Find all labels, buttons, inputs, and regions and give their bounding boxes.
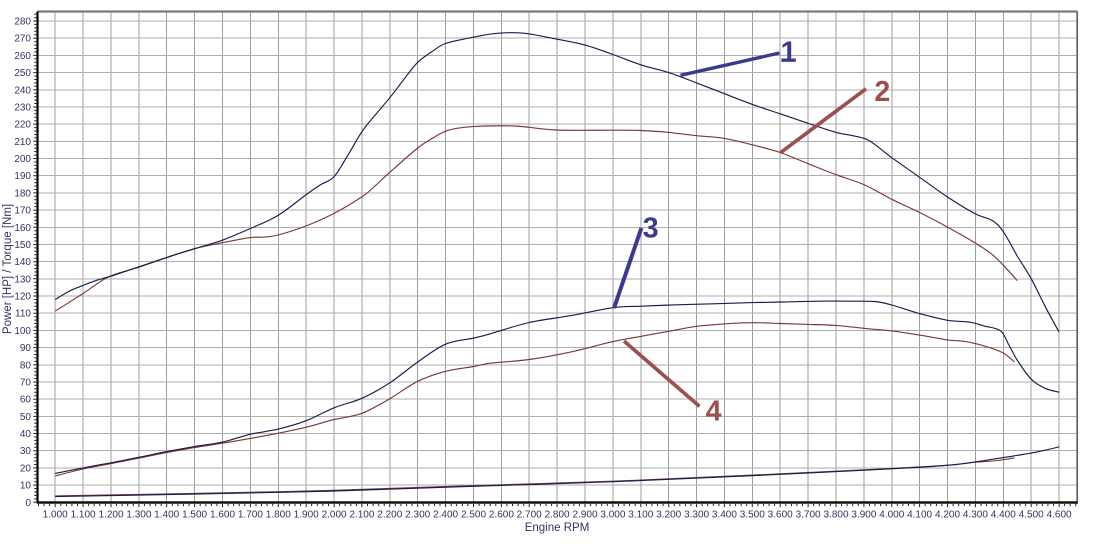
- svg-text:1.800: 1.800: [266, 510, 291, 521]
- svg-text:40: 40: [20, 429, 32, 440]
- svg-text:3.500: 3.500: [740, 510, 765, 521]
- svg-text:4.300: 4.300: [963, 510, 988, 521]
- svg-text:70: 70: [20, 378, 32, 389]
- svg-text:280: 280: [14, 17, 31, 28]
- svg-text:2.800: 2.800: [545, 510, 570, 521]
- svg-text:60: 60: [20, 395, 32, 406]
- svg-text:4.400: 4.400: [991, 510, 1016, 521]
- svg-text:210: 210: [14, 137, 31, 148]
- svg-text:3.800: 3.800: [823, 510, 848, 521]
- svg-text:2.500: 2.500: [461, 510, 486, 521]
- svg-text:1.600: 1.600: [210, 510, 235, 521]
- svg-text:3.400: 3.400: [712, 510, 737, 521]
- svg-text:260: 260: [14, 51, 31, 62]
- svg-text:Engine RPM: Engine RPM: [525, 522, 590, 534]
- svg-text:120: 120: [14, 292, 31, 303]
- svg-text:3.300: 3.300: [684, 510, 709, 521]
- svg-text:2.700: 2.700: [517, 510, 542, 521]
- svg-text:1.100: 1.100: [71, 510, 96, 521]
- svg-text:90: 90: [20, 343, 32, 354]
- svg-text:200: 200: [14, 154, 31, 165]
- svg-text:10: 10: [20, 481, 32, 492]
- svg-text:110: 110: [15, 309, 31, 320]
- svg-text:3.100: 3.100: [628, 510, 653, 521]
- svg-text:4.000: 4.000: [879, 510, 904, 521]
- svg-text:1.200: 1.200: [98, 510, 123, 521]
- svg-text:140: 140: [14, 257, 31, 268]
- svg-text:2.300: 2.300: [405, 510, 430, 521]
- svg-text:270: 270: [14, 34, 31, 45]
- svg-text:0: 0: [25, 498, 31, 509]
- svg-text:250: 250: [14, 68, 31, 79]
- svg-text:30: 30: [20, 446, 32, 457]
- svg-text:160: 160: [14, 223, 31, 234]
- svg-text:4: 4: [706, 395, 722, 427]
- svg-text:4.600: 4.600: [1047, 510, 1072, 521]
- svg-text:3.000: 3.000: [600, 510, 625, 521]
- svg-text:1.300: 1.300: [126, 510, 151, 521]
- svg-text:100: 100: [14, 326, 31, 337]
- svg-text:170: 170: [14, 206, 31, 217]
- svg-text:2.600: 2.600: [489, 510, 514, 521]
- svg-text:2.900: 2.900: [572, 510, 597, 521]
- svg-text:230: 230: [14, 103, 31, 114]
- svg-text:2.400: 2.400: [433, 510, 458, 521]
- svg-text:3.900: 3.900: [851, 510, 876, 521]
- svg-text:20: 20: [20, 463, 32, 474]
- svg-text:1.500: 1.500: [182, 510, 207, 521]
- svg-text:3: 3: [643, 212, 659, 244]
- svg-text:190: 190: [14, 171, 31, 182]
- svg-text:240: 240: [14, 85, 31, 96]
- svg-text:130: 130: [14, 274, 31, 285]
- svg-text:2: 2: [874, 76, 890, 108]
- svg-text:180: 180: [14, 188, 31, 199]
- svg-text:3.700: 3.700: [796, 510, 821, 521]
- svg-text:50: 50: [20, 412, 32, 423]
- svg-text:3.600: 3.600: [768, 510, 793, 521]
- svg-text:1.700: 1.700: [238, 510, 263, 521]
- svg-text:1.900: 1.900: [294, 510, 319, 521]
- svg-text:80: 80: [20, 360, 32, 371]
- svg-text:2.100: 2.100: [349, 510, 374, 521]
- svg-text:3.200: 3.200: [656, 510, 681, 521]
- svg-text:2.200: 2.200: [377, 510, 402, 521]
- svg-text:1: 1: [781, 37, 797, 69]
- svg-text:4.500: 4.500: [1019, 510, 1044, 521]
- svg-text:Power [HP] / Torque [Nm]: Power [HP] / Torque [Nm]: [2, 204, 14, 334]
- svg-text:2.000: 2.000: [322, 510, 347, 521]
- svg-text:150: 150: [14, 240, 31, 251]
- svg-text:1.400: 1.400: [154, 510, 179, 521]
- svg-text:1.000: 1.000: [43, 510, 68, 521]
- svg-text:4.100: 4.100: [907, 510, 932, 521]
- svg-text:4.200: 4.200: [935, 510, 960, 521]
- svg-text:220: 220: [14, 120, 31, 131]
